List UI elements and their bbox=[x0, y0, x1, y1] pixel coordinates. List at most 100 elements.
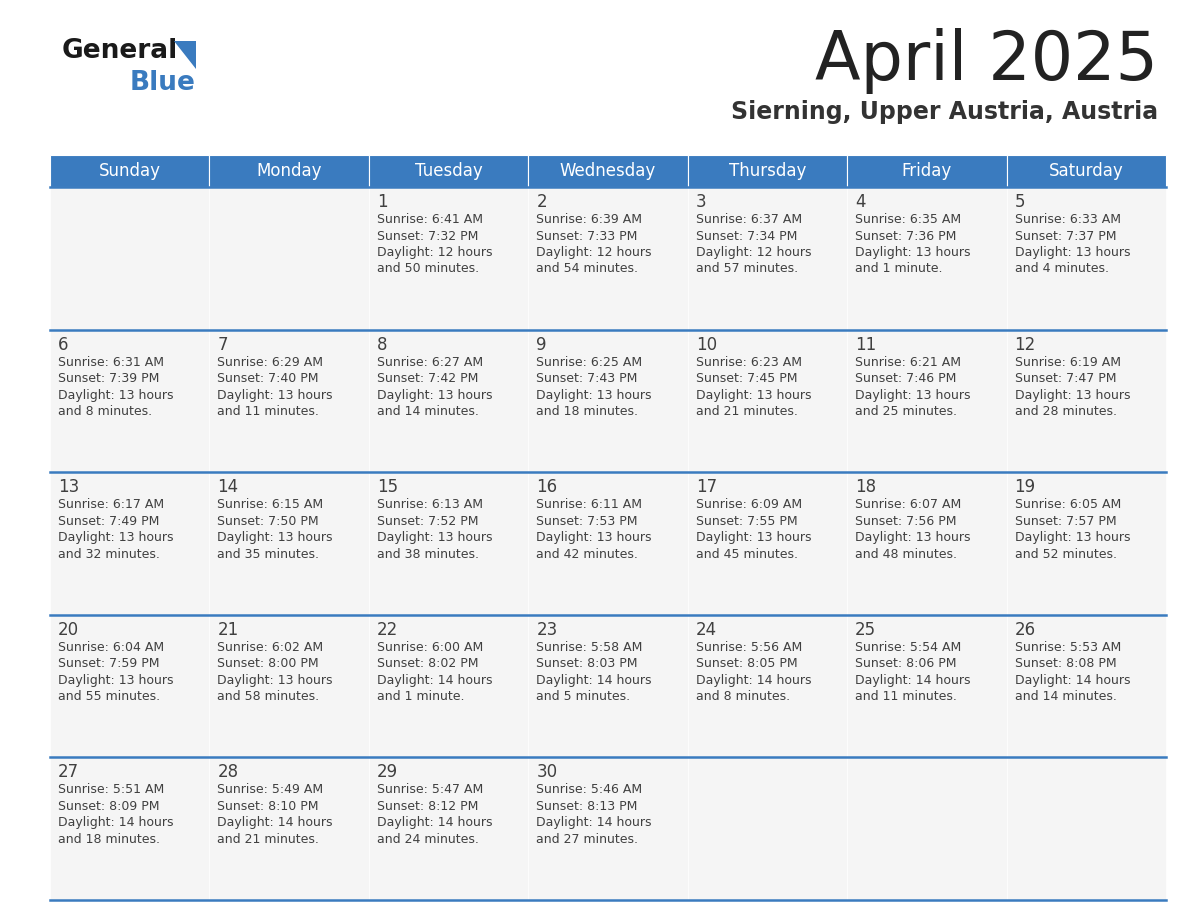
Text: Sunset: 7:43 PM: Sunset: 7:43 PM bbox=[536, 372, 638, 385]
Bar bbox=[368, 187, 529, 330]
Text: Daylight: 13 hours: Daylight: 13 hours bbox=[1015, 388, 1130, 401]
Text: Sunrise: 5:54 AM: Sunrise: 5:54 AM bbox=[855, 641, 961, 654]
Text: Sunset: 8:10 PM: Sunset: 8:10 PM bbox=[217, 800, 318, 813]
Bar bbox=[368, 615, 529, 757]
Bar bbox=[209, 187, 368, 330]
Text: Sunrise: 6:23 AM: Sunrise: 6:23 AM bbox=[696, 355, 802, 369]
Bar bbox=[529, 187, 688, 330]
Bar bbox=[688, 330, 847, 472]
Text: Sunrise: 5:56 AM: Sunrise: 5:56 AM bbox=[696, 641, 802, 654]
Text: Blue: Blue bbox=[129, 70, 196, 96]
Text: Sunrise: 6:31 AM: Sunrise: 6:31 AM bbox=[58, 355, 164, 369]
Text: Sunset: 7:53 PM: Sunset: 7:53 PM bbox=[536, 515, 638, 528]
Text: and 42 minutes.: and 42 minutes. bbox=[536, 548, 638, 561]
Text: Thursday: Thursday bbox=[728, 162, 807, 180]
Text: Tuesday: Tuesday bbox=[415, 162, 482, 180]
Bar bbox=[847, 330, 1006, 472]
Text: Sunrise: 6:19 AM: Sunrise: 6:19 AM bbox=[1015, 355, 1120, 369]
Bar bbox=[688, 615, 847, 757]
Bar bbox=[529, 472, 688, 615]
Text: and 27 minutes.: and 27 minutes. bbox=[536, 833, 638, 845]
Text: Sunrise: 6:04 AM: Sunrise: 6:04 AM bbox=[58, 641, 164, 654]
Bar bbox=[50, 757, 209, 900]
Bar bbox=[368, 330, 529, 472]
Text: Sunset: 7:49 PM: Sunset: 7:49 PM bbox=[58, 515, 159, 528]
Text: 8: 8 bbox=[377, 336, 387, 353]
Bar bbox=[50, 330, 209, 472]
Text: Daylight: 14 hours: Daylight: 14 hours bbox=[696, 674, 811, 687]
Text: 13: 13 bbox=[58, 478, 80, 497]
Text: and 11 minutes.: and 11 minutes. bbox=[855, 690, 958, 703]
Text: Daylight: 13 hours: Daylight: 13 hours bbox=[855, 246, 971, 259]
Bar bbox=[529, 330, 688, 472]
Bar bbox=[688, 155, 847, 187]
Text: and 52 minutes.: and 52 minutes. bbox=[1015, 548, 1117, 561]
Text: Sunset: 7:56 PM: Sunset: 7:56 PM bbox=[855, 515, 956, 528]
Bar bbox=[50, 155, 209, 187]
Text: 3: 3 bbox=[696, 193, 707, 211]
Text: 10: 10 bbox=[696, 336, 716, 353]
Text: Daylight: 13 hours: Daylight: 13 hours bbox=[58, 674, 173, 687]
Text: Sunrise: 6:07 AM: Sunrise: 6:07 AM bbox=[855, 498, 961, 511]
Text: Sunset: 8:13 PM: Sunset: 8:13 PM bbox=[536, 800, 638, 813]
Text: Sunset: 8:00 PM: Sunset: 8:00 PM bbox=[217, 657, 320, 670]
Text: Sunset: 7:52 PM: Sunset: 7:52 PM bbox=[377, 515, 479, 528]
Text: Sunset: 7:55 PM: Sunset: 7:55 PM bbox=[696, 515, 797, 528]
Text: Daylight: 14 hours: Daylight: 14 hours bbox=[536, 674, 652, 687]
Text: 2: 2 bbox=[536, 193, 546, 211]
Bar bbox=[529, 155, 688, 187]
Text: Sunrise: 6:05 AM: Sunrise: 6:05 AM bbox=[1015, 498, 1120, 511]
Text: 12: 12 bbox=[1015, 336, 1036, 353]
Text: Daylight: 13 hours: Daylight: 13 hours bbox=[536, 532, 652, 544]
Text: Sunset: 7:40 PM: Sunset: 7:40 PM bbox=[217, 372, 318, 385]
Text: 15: 15 bbox=[377, 478, 398, 497]
Text: Sunset: 7:59 PM: Sunset: 7:59 PM bbox=[58, 657, 159, 670]
Text: 14: 14 bbox=[217, 478, 239, 497]
Text: Sunset: 7:36 PM: Sunset: 7:36 PM bbox=[855, 230, 956, 242]
Bar bbox=[529, 615, 688, 757]
Text: Sunrise: 6:15 AM: Sunrise: 6:15 AM bbox=[217, 498, 323, 511]
Text: Daylight: 13 hours: Daylight: 13 hours bbox=[377, 532, 492, 544]
Text: Sunrise: 6:27 AM: Sunrise: 6:27 AM bbox=[377, 355, 484, 369]
Text: and 11 minutes.: and 11 minutes. bbox=[217, 405, 320, 418]
Bar bbox=[847, 155, 1006, 187]
Text: 24: 24 bbox=[696, 621, 716, 639]
Text: 21: 21 bbox=[217, 621, 239, 639]
Text: and 14 minutes.: and 14 minutes. bbox=[1015, 690, 1117, 703]
Text: and 32 minutes.: and 32 minutes. bbox=[58, 548, 160, 561]
Text: Sunrise: 6:11 AM: Sunrise: 6:11 AM bbox=[536, 498, 643, 511]
Bar bbox=[847, 757, 1006, 900]
Text: Sunset: 8:05 PM: Sunset: 8:05 PM bbox=[696, 657, 797, 670]
Bar bbox=[1006, 187, 1165, 330]
Text: April 2025: April 2025 bbox=[815, 28, 1158, 94]
Text: 4: 4 bbox=[855, 193, 866, 211]
Text: and 45 minutes.: and 45 minutes. bbox=[696, 548, 797, 561]
Bar bbox=[529, 757, 688, 900]
Bar bbox=[50, 472, 209, 615]
Text: and 55 minutes.: and 55 minutes. bbox=[58, 690, 160, 703]
Text: Sunrise: 5:47 AM: Sunrise: 5:47 AM bbox=[377, 783, 484, 797]
Text: Daylight: 14 hours: Daylight: 14 hours bbox=[377, 816, 492, 829]
Polygon shape bbox=[173, 41, 196, 69]
Text: Sunrise: 6:09 AM: Sunrise: 6:09 AM bbox=[696, 498, 802, 511]
Text: Sunset: 7:33 PM: Sunset: 7:33 PM bbox=[536, 230, 638, 242]
Bar bbox=[1006, 615, 1165, 757]
Text: Daylight: 13 hours: Daylight: 13 hours bbox=[536, 388, 652, 401]
Text: Sunrise: 5:58 AM: Sunrise: 5:58 AM bbox=[536, 641, 643, 654]
Text: and 57 minutes.: and 57 minutes. bbox=[696, 263, 798, 275]
Text: and 50 minutes.: and 50 minutes. bbox=[377, 263, 479, 275]
Text: Daylight: 12 hours: Daylight: 12 hours bbox=[696, 246, 811, 259]
Text: and 38 minutes.: and 38 minutes. bbox=[377, 548, 479, 561]
Text: 18: 18 bbox=[855, 478, 877, 497]
Text: Sunset: 8:12 PM: Sunset: 8:12 PM bbox=[377, 800, 479, 813]
Text: Monday: Monday bbox=[257, 162, 322, 180]
Text: 1: 1 bbox=[377, 193, 387, 211]
Text: 28: 28 bbox=[217, 764, 239, 781]
Text: and 21 minutes.: and 21 minutes. bbox=[696, 405, 797, 418]
Text: 11: 11 bbox=[855, 336, 877, 353]
Text: and 21 minutes.: and 21 minutes. bbox=[217, 833, 320, 845]
Text: Daylight: 13 hours: Daylight: 13 hours bbox=[58, 388, 173, 401]
Text: Sunrise: 5:49 AM: Sunrise: 5:49 AM bbox=[217, 783, 323, 797]
Text: Sunrise: 6:33 AM: Sunrise: 6:33 AM bbox=[1015, 213, 1120, 226]
Text: Sunset: 7:34 PM: Sunset: 7:34 PM bbox=[696, 230, 797, 242]
